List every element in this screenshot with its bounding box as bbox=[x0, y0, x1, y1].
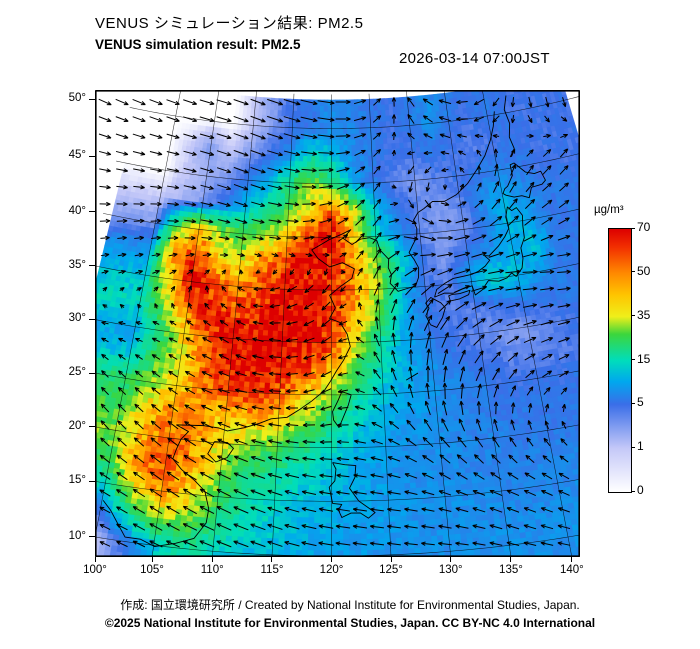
colorbar-tick bbox=[631, 490, 635, 492]
lat-tick bbox=[89, 372, 95, 374]
lon-tick bbox=[571, 557, 573, 562]
lat-tick-label: 30° bbox=[68, 312, 86, 325]
lon-tick bbox=[151, 557, 153, 562]
lon-tick bbox=[450, 557, 452, 562]
lon-tick bbox=[390, 557, 392, 562]
title-english: VENUS simulation result: PM2.5 bbox=[95, 37, 301, 52]
lon-tick bbox=[510, 557, 512, 562]
colorbar-tick bbox=[631, 359, 635, 360]
lat-tick bbox=[89, 480, 95, 482]
lat-tick bbox=[89, 98, 95, 100]
lon-tick-label: 130° bbox=[438, 564, 463, 576]
colorbar-tick bbox=[631, 446, 635, 448]
lon-tick-label: 100° bbox=[83, 564, 107, 576]
map-frame bbox=[95, 90, 580, 557]
lon-tick bbox=[211, 557, 213, 562]
title-japanese: VENUS シミュレーション結果: PM2.5 bbox=[95, 15, 364, 32]
lat-tick bbox=[89, 265, 95, 267]
colorbar-tick-label: 5 bbox=[637, 395, 644, 410]
lat-tick bbox=[89, 211, 95, 213]
lon-tick-label: 120° bbox=[319, 564, 344, 576]
lat-tick-label: 35° bbox=[68, 258, 86, 271]
colorbar-tick-label: 15 bbox=[637, 351, 651, 366]
lon-tick-label: 105° bbox=[140, 564, 164, 576]
lat-tick-label: 40° bbox=[68, 204, 86, 217]
lat-tick bbox=[89, 155, 95, 157]
lon-tick-label: 110° bbox=[200, 564, 224, 576]
colorbar-tick-label: 0 bbox=[637, 483, 644, 497]
colorbar bbox=[608, 228, 632, 493]
lat-tick bbox=[89, 536, 95, 538]
lat-tick-label: 15° bbox=[68, 474, 86, 487]
lat-tick-label: 20° bbox=[68, 419, 86, 432]
lon-tick-label: 135° bbox=[499, 564, 523, 576]
pm25-map-canvas bbox=[95, 90, 580, 557]
footer-credit: 作成: 国立環境研究所 / Created by National Instit… bbox=[120, 598, 580, 612]
datetime-label: 2026-03-14 07:00JST bbox=[399, 50, 550, 67]
lon-tick-label: 140° bbox=[559, 564, 584, 576]
colorbar-tick-label: 1 bbox=[637, 439, 644, 454]
colorbar-tick-label: 50 bbox=[637, 263, 651, 278]
colorbar-tick bbox=[631, 315, 635, 317]
lat-tick-label: 50° bbox=[68, 92, 86, 105]
lon-tick-label: 115° bbox=[260, 564, 284, 576]
lon-tick bbox=[271, 557, 273, 562]
lat-tick-label: 10° bbox=[68, 529, 86, 542]
footer-license: ©2025 National Institute for Environment… bbox=[104, 616, 596, 630]
colorbar-tick-label: 35 bbox=[637, 307, 651, 322]
lon-tick-label: 125° bbox=[379, 564, 403, 576]
colorbar-unit-label: µg/m³ bbox=[594, 204, 624, 216]
lon-tick bbox=[331, 557, 332, 562]
lat-tick bbox=[89, 318, 95, 320]
colorbar-tick bbox=[631, 271, 635, 273]
lat-tick bbox=[89, 426, 95, 428]
lon-tick bbox=[94, 557, 96, 562]
lat-tick-label: 45° bbox=[68, 149, 86, 162]
lat-tick-label: 25° bbox=[68, 366, 86, 379]
colorbar-tick bbox=[631, 402, 635, 404]
colorbar-tick-label: 70 bbox=[637, 220, 651, 234]
colorbar-tick bbox=[631, 227, 635, 229]
